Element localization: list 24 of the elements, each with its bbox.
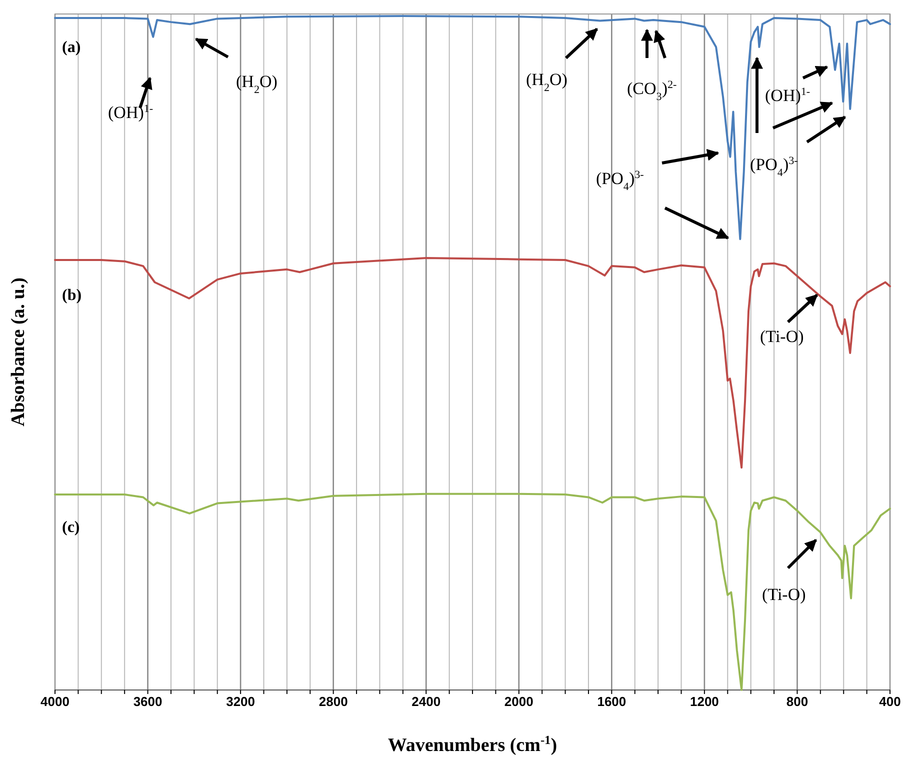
x-tick-label: 400 (879, 694, 901, 710)
x-tick-label: 2400 (412, 694, 441, 710)
annotation: (c) (62, 519, 80, 536)
annotation: (a) (62, 39, 81, 56)
x-axis-title: Wavenumbers (cm$^{-1}$) (388, 733, 558, 756)
annotation: (PO$_{4}$)$^{3-}$ (750, 155, 798, 179)
annotation: (OH)$^{1-}$ (108, 103, 154, 122)
x-tick-label: 2800 (318, 694, 348, 710)
annotation: (OH)$^{1-}$ (765, 86, 810, 105)
annotation: (H$_{2}$O) (236, 72, 278, 96)
x-tick-label: 800 (786, 694, 808, 710)
x-tick-label: 2000 (504, 694, 534, 710)
x-tick-label: 3600 (133, 694, 162, 710)
annotation: (Ti-O) (760, 327, 804, 346)
annotation: (Ti-O) (762, 585, 806, 604)
annotation: (b) (62, 287, 82, 304)
x-tick-label: 4000 (40, 694, 70, 710)
annotation: (H$_{2}$O) (526, 70, 568, 94)
y-axis-title: Absorbance (a. u.) (8, 278, 29, 426)
x-tick-label: 1600 (597, 694, 626, 710)
annotation: (PO$_{4}$)$^{3-}$ (596, 169, 644, 193)
annotation: (CO$_{3}$)$^{2-}$ (627, 79, 678, 103)
x-tick-label: 1200 (690, 694, 719, 710)
x-tick-label: 3200 (226, 694, 256, 710)
